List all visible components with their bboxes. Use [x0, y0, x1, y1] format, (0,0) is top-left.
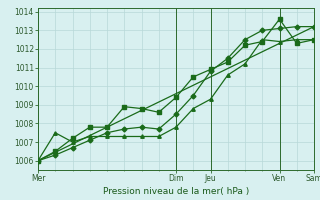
X-axis label: Pression niveau de la mer( hPa ): Pression niveau de la mer( hPa )	[103, 187, 249, 196]
